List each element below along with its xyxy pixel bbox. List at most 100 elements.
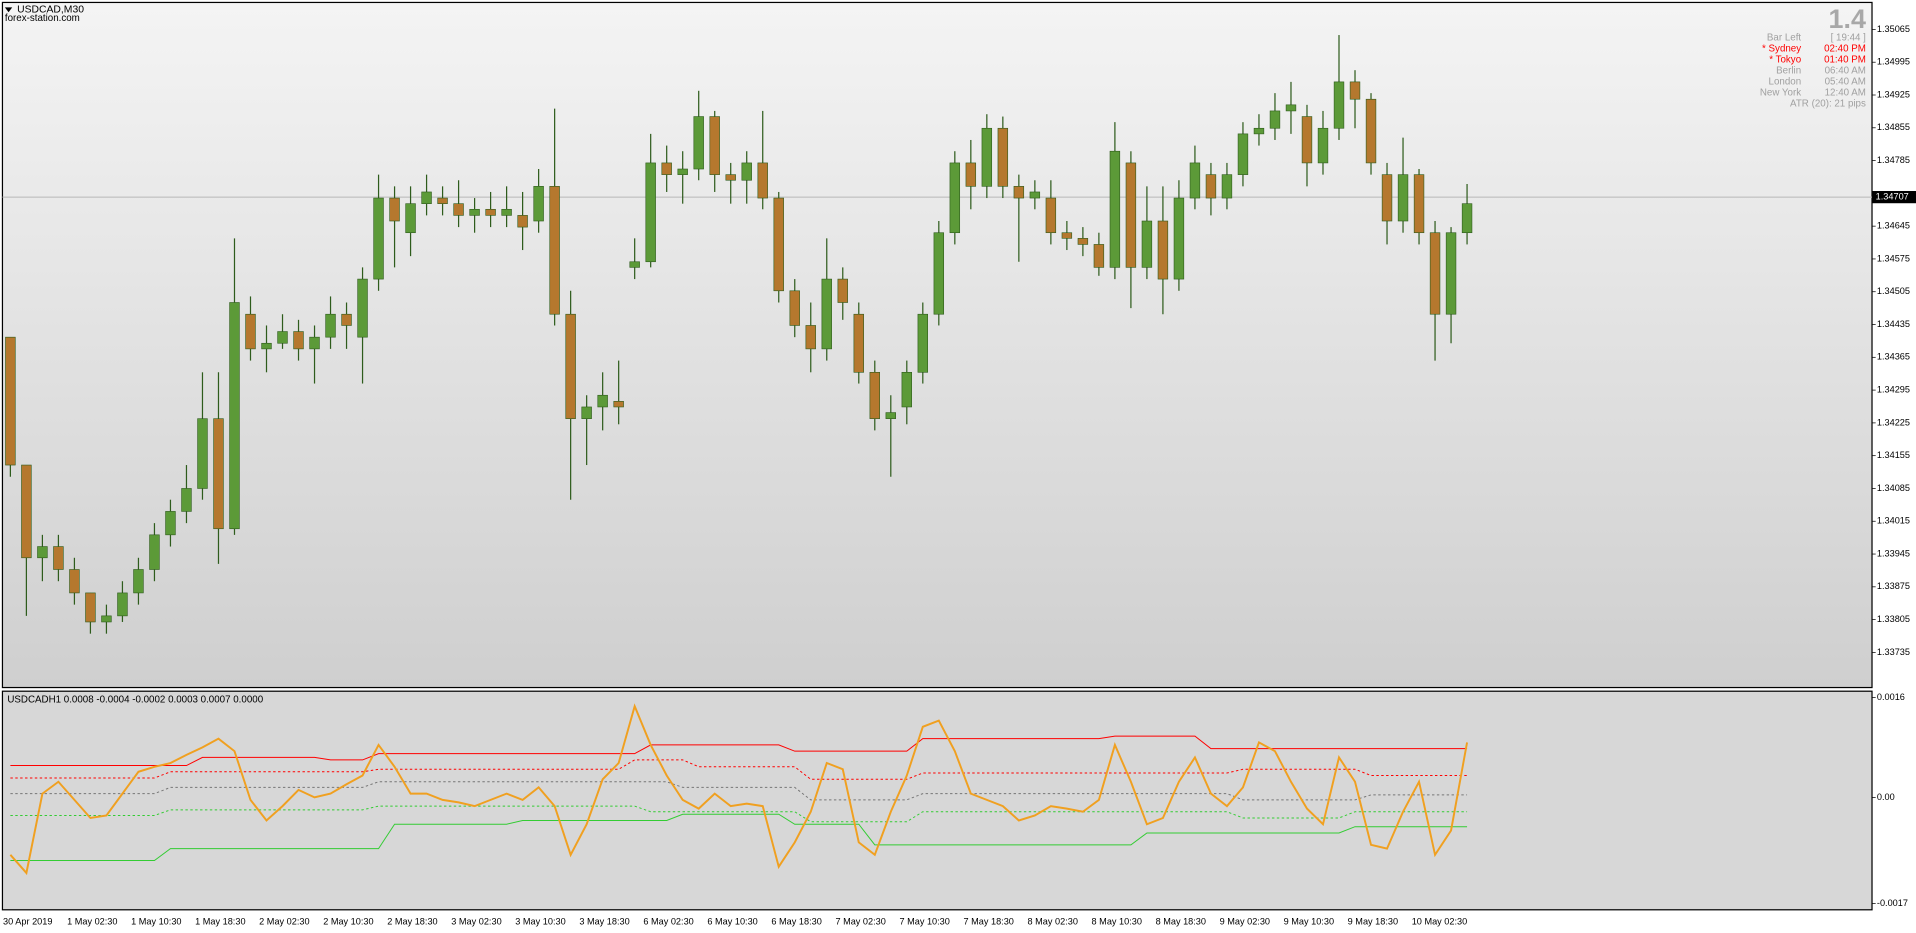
candle-body bbox=[1189, 162, 1201, 199]
y-tick-label: 1.33735 bbox=[1877, 647, 1910, 657]
candle-body bbox=[309, 336, 320, 350]
collapse-arrow[interactable] bbox=[4, 7, 13, 13]
x-tick-label: 8 May 10:30 bbox=[1092, 916, 1142, 926]
y-tick-label: 1.34785 bbox=[1877, 155, 1910, 165]
x-tick-label: 7 May 18:30 bbox=[963, 916, 1013, 926]
candle-body bbox=[869, 371, 880, 419]
candle-body bbox=[213, 418, 224, 530]
candle-body bbox=[437, 197, 448, 204]
candle-body bbox=[949, 162, 961, 234]
y-tick-label: 1.34085 bbox=[1877, 483, 1910, 493]
y-tick-label: 1.34295 bbox=[1877, 385, 1910, 395]
candle-body bbox=[1301, 116, 1313, 164]
info-value: 12:40 AM bbox=[1825, 87, 1866, 98]
candle-body bbox=[709, 116, 720, 175]
candle-body bbox=[853, 313, 864, 373]
x-tick-label: 9 May 10:30 bbox=[1284, 916, 1334, 926]
candle-body bbox=[1109, 150, 1121, 268]
candle-body bbox=[1317, 127, 1329, 164]
candle-body bbox=[661, 162, 672, 175]
info-value: [ 19:44 ] bbox=[1831, 32, 1867, 43]
candle-body bbox=[757, 162, 768, 199]
x-tick-label: 1 May 18:30 bbox=[195, 916, 245, 926]
info-label: New York bbox=[1760, 87, 1801, 98]
candle-body bbox=[85, 592, 96, 623]
candle-body bbox=[1013, 186, 1025, 199]
candle-body bbox=[69, 569, 80, 594]
candle-body bbox=[1173, 197, 1185, 280]
candle-body bbox=[405, 203, 416, 234]
info-value: 05:40 AM bbox=[1825, 76, 1866, 87]
y-tick-label: 1.34925 bbox=[1877, 89, 1910, 99]
candle-body bbox=[469, 208, 480, 216]
indicator-line bbox=[9, 703, 1469, 876]
x-tick-label: 10 May 02:30 bbox=[1412, 916, 1468, 926]
y-tick-label: 1.34855 bbox=[1877, 122, 1910, 132]
plot-layer bbox=[2, 35, 1873, 876]
y-tick-label: 1.34015 bbox=[1877, 516, 1910, 526]
candle-body bbox=[645, 162, 656, 263]
candle-body bbox=[565, 313, 576, 419]
y-tick-label: 1.34645 bbox=[1877, 221, 1910, 231]
candle-body bbox=[501, 208, 512, 216]
x-tick-label: 3 May 10:30 bbox=[515, 916, 565, 926]
candle-body bbox=[613, 401, 624, 408]
candle-body bbox=[165, 511, 176, 536]
candle-body bbox=[421, 191, 432, 204]
candle-body bbox=[21, 464, 32, 559]
candle-body bbox=[293, 331, 304, 350]
info-atr: ATR (20): 21 pips bbox=[1790, 98, 1866, 109]
candle-body bbox=[549, 186, 560, 315]
x-tick-label: 2 May 18:30 bbox=[387, 916, 437, 926]
x-tick-label: 2 May 02:30 bbox=[259, 916, 309, 926]
candle-body bbox=[1045, 197, 1057, 234]
x-tick-label: 1 May 10:30 bbox=[131, 916, 181, 926]
candle-body bbox=[741, 162, 752, 181]
candle-body bbox=[997, 127, 1009, 187]
candle-body bbox=[5, 336, 16, 466]
x-tick-label: 9 May 02:30 bbox=[1220, 916, 1270, 926]
candle-body bbox=[1141, 220, 1153, 268]
y-tick-label: 1.33945 bbox=[1877, 548, 1910, 558]
info-big: 1.4 bbox=[1829, 4, 1866, 34]
y-tick-label: 0.0016 bbox=[1877, 692, 1905, 702]
candle-body bbox=[1429, 232, 1441, 315]
y-tick-label: 1.34435 bbox=[1877, 319, 1910, 329]
info-label: * Tokyo bbox=[1769, 54, 1801, 65]
x-tick-label: 30 Apr 2019 bbox=[3, 916, 52, 926]
indicator-line bbox=[10, 759, 1468, 780]
candle-body bbox=[1205, 174, 1217, 199]
current-price-box bbox=[1872, 191, 1916, 204]
candle-body bbox=[341, 313, 352, 326]
info-label: Bar Left bbox=[1767, 32, 1801, 43]
candle-body bbox=[901, 371, 912, 408]
candle-body bbox=[245, 313, 256, 350]
y-tick-label: 1.33875 bbox=[1877, 581, 1910, 591]
x-tick-label: 3 May 18:30 bbox=[579, 916, 629, 926]
candle-body bbox=[581, 406, 592, 419]
chart-title: USDCAD,M30 bbox=[17, 5, 84, 16]
candle-body bbox=[325, 313, 336, 338]
candle-body bbox=[1077, 238, 1089, 245]
candle-body bbox=[1365, 98, 1377, 164]
candle-body bbox=[517, 215, 528, 228]
candle-body bbox=[885, 412, 896, 419]
candle-body bbox=[533, 186, 544, 222]
candle-body bbox=[1093, 244, 1105, 268]
x-tick-label: 8 May 02:30 bbox=[1028, 916, 1078, 926]
x-tick-label: 1 May 02:30 bbox=[67, 916, 117, 926]
indicator-panel bbox=[1, 690, 1873, 911]
candle-body bbox=[181, 488, 192, 512]
candle-body bbox=[837, 278, 848, 303]
candle-body bbox=[261, 342, 272, 350]
candle-body bbox=[725, 174, 736, 181]
candle-body bbox=[1029, 191, 1041, 199]
indicator-line bbox=[10, 805, 1468, 823]
candle-body bbox=[965, 162, 977, 187]
candle-body bbox=[805, 325, 816, 350]
candle-body bbox=[677, 168, 688, 175]
y-tick-label: 1.35065 bbox=[1877, 24, 1910, 34]
y-tick-label: 1.34365 bbox=[1877, 352, 1910, 362]
y-tick-label: 1.34155 bbox=[1877, 450, 1910, 460]
